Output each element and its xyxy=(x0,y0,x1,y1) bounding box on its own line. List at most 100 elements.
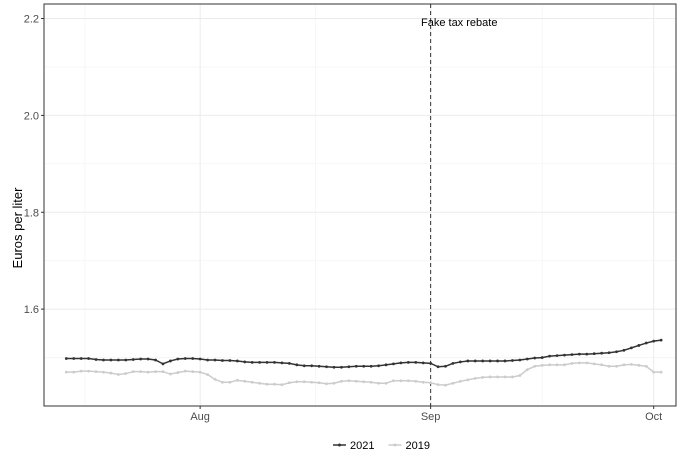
data-point-2021 xyxy=(64,357,68,360)
data-point-2021 xyxy=(392,362,395,366)
data-point-2021 xyxy=(555,354,559,358)
data-point-2021 xyxy=(87,357,91,360)
series-group xyxy=(64,338,663,387)
data-point-2019 xyxy=(548,363,551,367)
data-point-2021 xyxy=(243,360,247,364)
data-point-2019 xyxy=(570,361,574,365)
data-point-2019 xyxy=(265,382,269,386)
data-point-2019 xyxy=(577,361,581,365)
data-point-2019 xyxy=(406,379,410,383)
data-point-2021 xyxy=(265,361,269,364)
data-point-2019 xyxy=(392,379,395,383)
data-point-2021 xyxy=(139,357,143,361)
data-point-2019 xyxy=(325,382,328,386)
y-axis-title: Euros per liter xyxy=(10,187,25,269)
data-point-2019 xyxy=(414,379,418,383)
data-point-2021 xyxy=(429,361,433,365)
data-point-2019 xyxy=(72,370,76,374)
data-point-2021 xyxy=(146,357,150,361)
x-tick-label: Aug xyxy=(190,411,210,423)
data-point-2021 xyxy=(637,344,641,347)
data-point-2019 xyxy=(79,369,83,373)
data-point-2021 xyxy=(451,361,455,365)
plot-background xyxy=(44,4,676,406)
data-point-2019 xyxy=(362,380,366,384)
data-point-2019 xyxy=(287,381,291,385)
data-point-2019 xyxy=(503,375,507,379)
data-point-2019 xyxy=(169,372,172,376)
data-point-2019 xyxy=(384,381,388,385)
data-point-2021 xyxy=(131,358,135,361)
data-point-2019 xyxy=(302,380,306,384)
data-point-2019 xyxy=(659,370,663,374)
data-point-2021 xyxy=(221,359,224,362)
data-point-2021 xyxy=(317,364,321,368)
y-tick-label: 1.6 xyxy=(24,304,39,316)
data-point-2019 xyxy=(213,377,217,381)
data-point-2021 xyxy=(592,352,596,356)
data-point-2021 xyxy=(191,357,195,360)
data-point-2019 xyxy=(607,364,611,368)
data-point-2019 xyxy=(533,364,537,368)
data-point-2021 xyxy=(161,362,165,366)
data-point-2021 xyxy=(525,357,529,361)
data-point-2019 xyxy=(258,381,262,385)
data-point-2021 xyxy=(421,361,425,365)
x-tick-label: Oct xyxy=(645,411,662,423)
data-point-2019 xyxy=(161,370,165,374)
data-point-2019 xyxy=(563,363,566,367)
grid-lines xyxy=(44,4,676,406)
data-point-2021 xyxy=(570,353,574,357)
data-point-2019 xyxy=(377,381,380,385)
data-point-2019 xyxy=(540,363,544,367)
data-point-2019 xyxy=(228,380,232,384)
data-point-2021 xyxy=(622,348,626,352)
data-point-2019 xyxy=(436,383,440,387)
data-point-2021 xyxy=(511,359,514,362)
data-point-2019 xyxy=(458,379,462,383)
data-point-2019 xyxy=(154,370,157,374)
data-point-2021 xyxy=(503,359,507,363)
data-point-2021 xyxy=(94,358,98,361)
y-tick-label: 1.8 xyxy=(24,207,39,219)
data-point-2021 xyxy=(198,357,202,361)
data-point-2019 xyxy=(235,378,239,382)
data-point-2021 xyxy=(102,358,105,362)
data-point-2021 xyxy=(176,357,180,361)
data-point-2021 xyxy=(273,361,276,364)
data-point-2019 xyxy=(139,370,143,374)
data-point-2021 xyxy=(563,353,566,357)
data-point-2021 xyxy=(116,358,120,362)
data-point-2021 xyxy=(206,358,209,362)
y-tick-label: 2.2 xyxy=(24,14,39,26)
data-point-2019 xyxy=(637,363,641,367)
data-point-2019 xyxy=(332,381,336,385)
data-point-2021 xyxy=(347,365,351,369)
data-point-2021 xyxy=(325,365,328,369)
data-point-2019 xyxy=(600,363,604,367)
data-point-2021 xyxy=(250,361,254,364)
data-point-2019 xyxy=(124,372,128,375)
data-point-2021 xyxy=(466,359,470,363)
data-point-2021 xyxy=(332,365,336,369)
data-point-2021 xyxy=(600,351,604,355)
data-point-2019 xyxy=(206,373,209,376)
data-point-2021 xyxy=(384,363,388,367)
data-point-2021 xyxy=(644,341,648,345)
data-point-2019 xyxy=(622,363,626,367)
data-point-2021 xyxy=(406,361,410,364)
data-point-2021 xyxy=(518,358,522,362)
data-point-2019 xyxy=(183,369,187,373)
plot-panel xyxy=(44,4,676,406)
data-point-2021 xyxy=(340,365,343,369)
data-point-2021 xyxy=(496,359,499,363)
data-point-2021 xyxy=(354,364,358,368)
data-point-2021 xyxy=(258,361,262,364)
data-point-2019 xyxy=(511,375,514,379)
data-point-2019 xyxy=(488,375,492,379)
y-tick-label: 2.0 xyxy=(24,110,39,122)
data-point-2021 xyxy=(287,361,291,365)
data-point-2021 xyxy=(488,359,492,363)
data-point-2021 xyxy=(213,358,217,362)
